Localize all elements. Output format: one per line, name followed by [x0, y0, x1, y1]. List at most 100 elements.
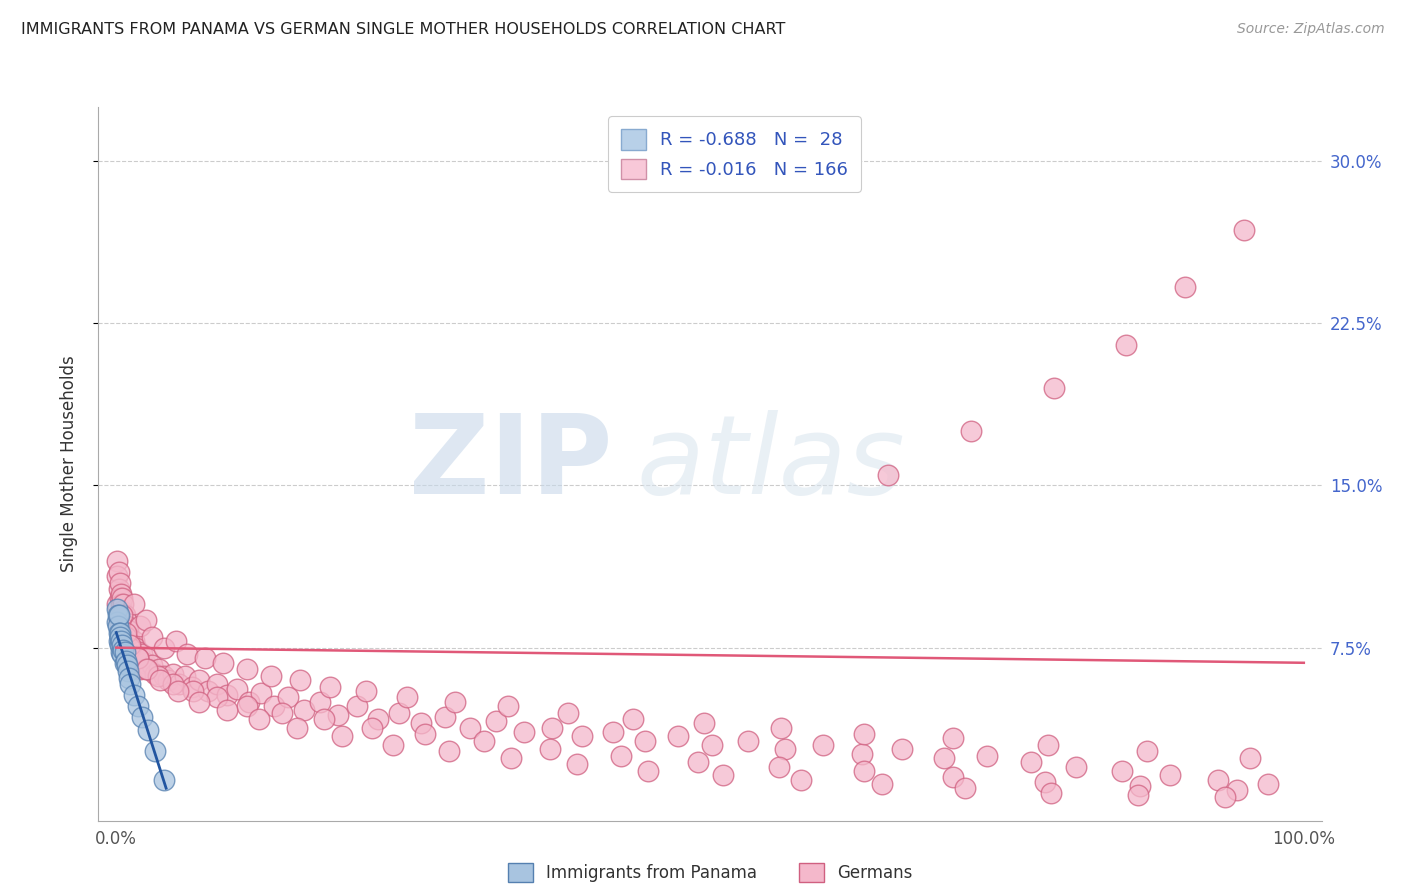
- Point: [136, 651, 159, 665]
- Point: [141, 657, 163, 672]
- Point: [330, 729, 353, 743]
- Point: [702, 738, 724, 752]
- Point: [693, 716, 716, 731]
- Point: [1226, 783, 1249, 797]
- Point: [135, 662, 157, 676]
- Point: [135, 613, 157, 627]
- Point: [236, 699, 259, 714]
- Point: [474, 733, 496, 747]
- Point: [437, 744, 460, 758]
- Point: [111, 604, 134, 618]
- Point: [174, 669, 197, 683]
- Point: [108, 625, 131, 640]
- Point: [114, 625, 136, 640]
- Point: [285, 721, 308, 735]
- Point: [360, 721, 382, 735]
- Point: [1136, 744, 1159, 758]
- Point: [496, 699, 519, 714]
- Point: [114, 630, 136, 644]
- Point: [110, 645, 132, 659]
- Point: [1174, 279, 1197, 293]
- Point: [634, 733, 657, 747]
- Point: [1033, 774, 1056, 789]
- Point: [107, 619, 129, 633]
- Point: [621, 712, 644, 726]
- Point: [107, 569, 129, 583]
- Point: [108, 639, 131, 653]
- Point: [215, 703, 238, 717]
- Point: [111, 647, 134, 661]
- Point: [411, 716, 433, 731]
- Point: [1115, 338, 1137, 352]
- Point: [148, 662, 170, 676]
- Text: Source: ZipAtlas.com: Source: ZipAtlas.com: [1237, 22, 1385, 37]
- Point: [120, 640, 142, 655]
- Point: [1159, 768, 1181, 782]
- Point: [110, 598, 132, 612]
- Point: [205, 690, 228, 705]
- Point: [346, 699, 368, 714]
- Point: [309, 695, 332, 709]
- Point: [111, 591, 134, 605]
- Point: [162, 677, 184, 691]
- Point: [111, 639, 134, 653]
- Point: [114, 654, 136, 668]
- Point: [1038, 738, 1060, 752]
- Point: [112, 642, 135, 657]
- Point: [128, 645, 150, 659]
- Point: [851, 747, 873, 761]
- Point: [117, 624, 139, 638]
- Point: [292, 703, 315, 717]
- Point: [877, 467, 900, 482]
- Point: [870, 777, 893, 791]
- Point: [388, 706, 411, 720]
- Point: [354, 684, 377, 698]
- Point: [121, 647, 143, 661]
- Point: [127, 656, 149, 670]
- Point: [853, 764, 876, 778]
- Point: [188, 673, 211, 687]
- Point: [165, 634, 187, 648]
- Point: [157, 673, 180, 687]
- Text: ZIP: ZIP: [409, 410, 612, 517]
- Point: [117, 651, 139, 665]
- Point: [127, 699, 149, 714]
- Point: [108, 619, 131, 633]
- Point: [136, 662, 159, 676]
- Point: [120, 639, 142, 653]
- Point: [114, 656, 136, 670]
- Point: [114, 630, 136, 644]
- Point: [146, 669, 169, 683]
- Point: [512, 725, 534, 739]
- Point: [111, 634, 134, 648]
- Point: [976, 748, 998, 763]
- Text: IMMIGRANTS FROM PANAMA VS GERMAN SINGLE MOTHER HOUSEHOLDS CORRELATION CHART: IMMIGRANTS FROM PANAMA VS GERMAN SINGLE …: [21, 22, 786, 37]
- Point: [942, 731, 965, 746]
- Point: [107, 582, 129, 597]
- Point: [541, 721, 564, 735]
- Point: [271, 706, 294, 720]
- Point: [688, 756, 710, 770]
- Point: [131, 647, 153, 661]
- Point: [1043, 381, 1066, 395]
- Legend: Immigrants from Panama, Germans: Immigrants from Panama, Germans: [499, 855, 921, 891]
- Point: [413, 727, 436, 741]
- Point: [236, 662, 259, 676]
- Point: [114, 645, 136, 659]
- Point: [942, 771, 965, 785]
- Point: [571, 729, 593, 743]
- Point: [319, 680, 342, 694]
- Point: [290, 673, 312, 687]
- Point: [181, 680, 204, 694]
- Point: [396, 690, 419, 705]
- Point: [259, 669, 281, 683]
- Point: [108, 591, 131, 605]
- Point: [538, 742, 561, 756]
- Point: [112, 598, 135, 612]
- Point: [121, 640, 143, 655]
- Point: [1019, 756, 1042, 770]
- Point: [443, 695, 465, 709]
- Point: [711, 768, 734, 782]
- Point: [120, 636, 142, 650]
- Point: [124, 651, 146, 665]
